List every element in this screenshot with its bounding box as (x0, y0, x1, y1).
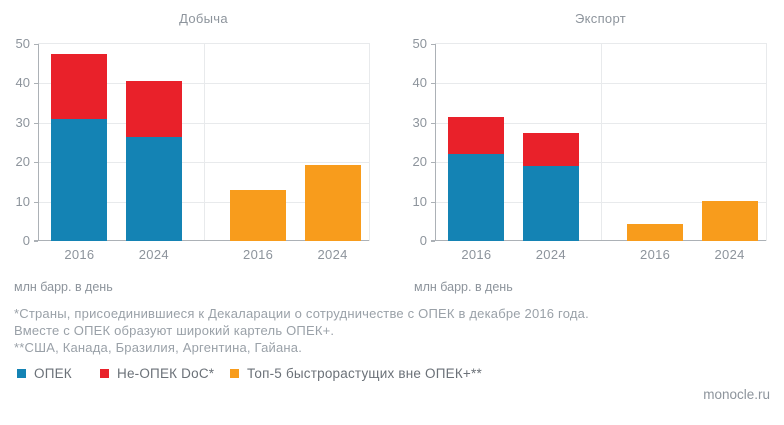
y-tick-label: 20 (412, 154, 427, 170)
gridline (203, 44, 205, 241)
x-tick-label: 2016 (64, 247, 95, 262)
y-tick-label: 10 (412, 193, 427, 209)
plot-area: 0 10 20 30 40 50 2016 2024 2016 2024 (16, 36, 370, 262)
y-tick (431, 201, 435, 203)
y-tick-label: 10 (15, 193, 30, 209)
bar-segment (448, 116, 505, 155)
footnotes: *Страны, присоединившиеся к Декаларации … (14, 305, 589, 356)
y-tick-label: 30 (15, 114, 30, 130)
bar-segment (125, 81, 182, 137)
legend-label: ОПЕК (34, 365, 72, 381)
legend-label: Не-ОПЕК DoC* (117, 365, 215, 381)
source-credit: monocle.ru (703, 387, 770, 402)
y-tick (431, 241, 435, 242)
footnote-line: **США, Канада, Бразилия, Аргентина, Гайа… (14, 340, 303, 355)
x-tick-label: 2016 (461, 247, 492, 262)
y-tick-label: 0 (419, 233, 427, 248)
y-tick (431, 162, 435, 164)
chart-production: Добыча 0 10 20 30 40 50 2016 2024 2016 2024 млн б… (0, 8, 392, 300)
x-axis-line (34, 240, 369, 241)
y-tick-label: 0 (22, 233, 30, 248)
bar-segment (125, 136, 182, 241)
legend: ОПЕК Не-ОПЕК DoC* Топ-5 быстрорастущих в… (0, 364, 784, 382)
y-tick (431, 122, 435, 124)
x-tick-label: 2024 (317, 247, 348, 262)
bar-segment (701, 200, 758, 241)
legend-swatch-opec (17, 368, 26, 378)
y-tick-label: 50 (412, 36, 427, 51)
y-tick-label: 30 (412, 114, 427, 130)
footnote-line: *Страны, присоединившиеся к Декаларации … (14, 306, 589, 321)
legend-label: Топ-5 быстрорастущих вне ОПЕК+** (247, 365, 482, 381)
chart-title: Добыча (179, 11, 228, 26)
y-axis-unit-label: млн барр. в день (414, 280, 513, 294)
legend-item-opec: ОПЕК (17, 364, 72, 382)
x-tick-label: 2024 (714, 247, 745, 262)
x-tick-label: 2016 (640, 247, 671, 262)
bar-segment (627, 224, 684, 241)
chart-export: Экспорт 0 10 20 30 40 50 2016 2024 2016 2024 млн … (397, 8, 784, 300)
y-tick-label: 20 (15, 154, 30, 170)
y-axis-line (435, 44, 436, 241)
y-tick-label: 40 (15, 75, 30, 91)
x-tick-label: 2024 (138, 247, 169, 262)
bar-segment (522, 132, 579, 167)
y-axis-unit-label: млн барр. в день (14, 280, 113, 294)
bar-segment (230, 189, 287, 241)
y-tick (34, 201, 38, 203)
y-axis-line (38, 44, 39, 241)
bar-segment (51, 118, 108, 241)
y-tick (34, 122, 38, 124)
x-axis-line (431, 240, 766, 241)
bar-segment (522, 166, 579, 241)
y-tick (34, 44, 38, 45)
y-tick (431, 83, 435, 85)
x-tick-label: 2016 (243, 247, 274, 262)
legend-item-non-opec-doc: Не-ОПЕК DoC* (100, 364, 214, 382)
legend-swatch-top5 (230, 368, 239, 378)
x-tick-label: 2024 (535, 247, 566, 262)
bar-segment (448, 154, 505, 241)
y-tick-label: 40 (412, 75, 427, 91)
footnote-line: Вместе с ОПЕК образуют широкий картель О… (14, 323, 335, 338)
y-tick (34, 241, 38, 242)
legend-swatch-non-opec-doc (100, 368, 109, 378)
plot-area: 0 10 20 30 40 50 2016 2024 2016 2024 (413, 36, 767, 262)
chart-title: Экспорт (575, 11, 626, 26)
y-tick-label: 50 (15, 36, 30, 51)
y-tick (34, 162, 38, 164)
bar-segment (304, 164, 361, 241)
y-tick (431, 44, 435, 45)
gridline (600, 44, 602, 241)
legend-item-top5: Топ-5 быстрорастущих вне ОПЕК+** (230, 364, 482, 382)
bar-segment (51, 53, 108, 119)
y-tick (34, 83, 38, 85)
